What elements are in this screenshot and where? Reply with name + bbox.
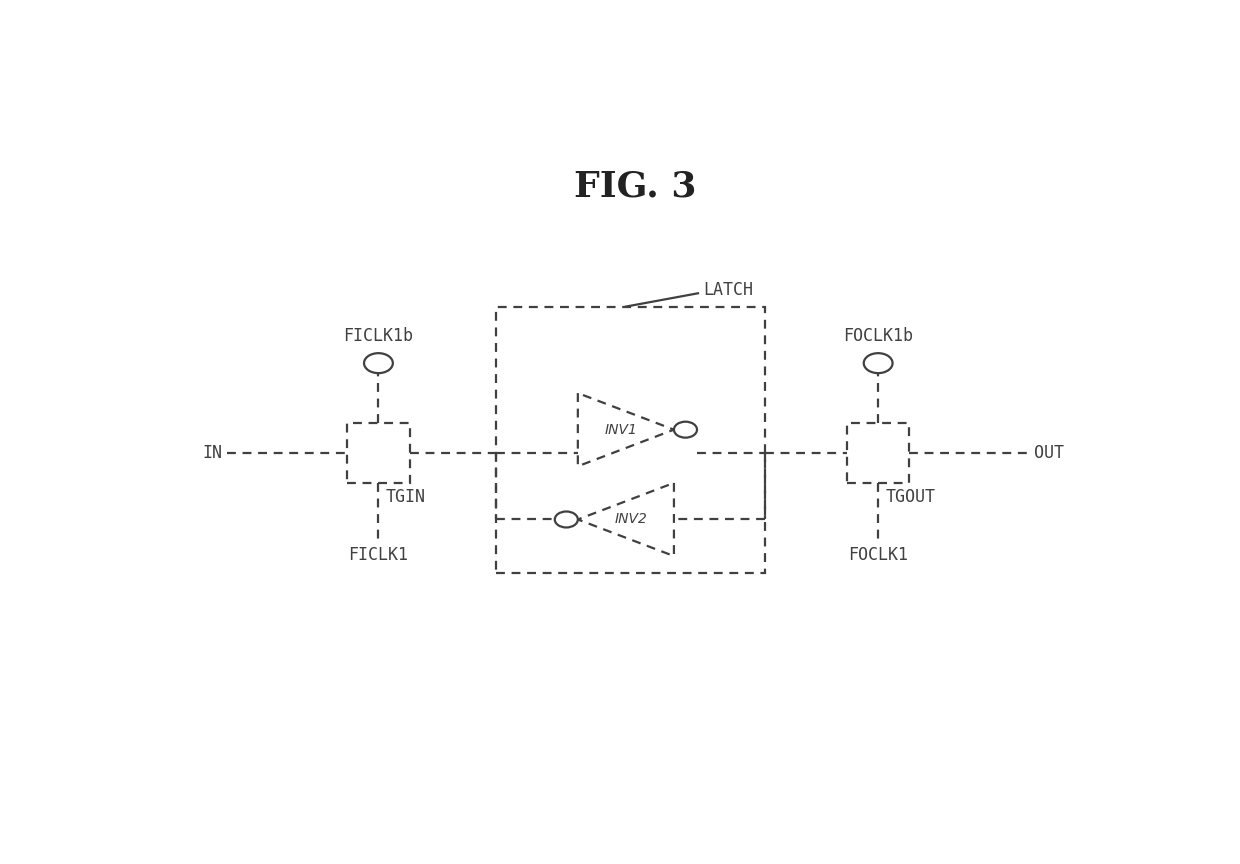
Text: TGOUT: TGOUT: [885, 488, 936, 506]
Text: FOCLK1b: FOCLK1b: [843, 327, 913, 346]
Text: FOCLK1: FOCLK1: [848, 546, 908, 564]
Text: LATCH: LATCH: [703, 281, 753, 299]
Text: OUT: OUT: [1034, 444, 1064, 462]
Text: TGIN: TGIN: [386, 488, 427, 506]
Text: INV2: INV2: [614, 512, 647, 526]
Text: IN: IN: [202, 444, 222, 462]
Text: FIG. 3: FIG. 3: [574, 170, 697, 204]
Text: FICLK1b: FICLK1b: [343, 327, 413, 346]
Text: FICLK1: FICLK1: [348, 546, 408, 564]
Text: INV1: INV1: [605, 422, 637, 436]
